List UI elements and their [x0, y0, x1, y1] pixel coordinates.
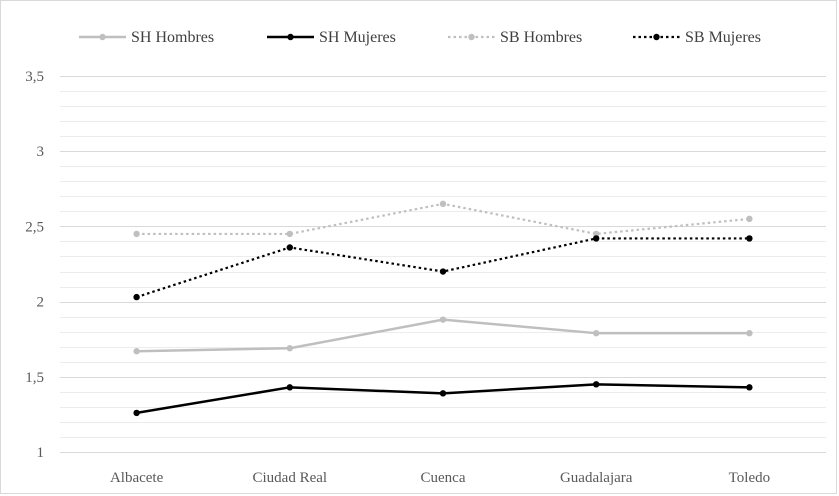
data-point: [286, 345, 293, 352]
y-tick-label: 2,5: [25, 219, 44, 235]
y-tick-label: 2: [37, 295, 45, 311]
data-point: [286, 384, 293, 391]
x-tick-label: Guadalajara: [560, 470, 633, 486]
legend-swatch-marker: [468, 33, 475, 41]
legend-label: SH Hombres: [131, 29, 214, 46]
data-point: [593, 329, 600, 337]
data-point: [439, 390, 447, 397]
data-point: [439, 268, 447, 275]
data-point: [286, 230, 293, 238]
x-tick-label: Albacete: [110, 470, 164, 486]
legend-entry: SB Mujeres: [633, 29, 761, 46]
series-line: [136, 318, 750, 353]
legend-entry: SH Mujeres: [267, 29, 396, 46]
y-tick-label: 1: [37, 445, 45, 461]
y-tick-label: 1,5: [25, 370, 44, 386]
series-line: [136, 237, 750, 299]
x-axis-ticks: Albacete Ciudad Real Cuenca Guadalajara Tole…: [110, 470, 770, 486]
series-line: [136, 383, 750, 415]
data-point: [133, 348, 140, 355]
legend-label: SB Hombres: [500, 29, 582, 46]
x-tick-label: Cuenca: [421, 470, 466, 486]
x-tick-label: Toledo: [729, 470, 770, 486]
legend-swatch-marker: [287, 33, 294, 41]
data-point: [133, 409, 140, 417]
data-point: [133, 230, 140, 238]
legend-swatch-marker: [653, 33, 660, 41]
data-point: [746, 384, 753, 391]
y-tick-label: 3: [37, 144, 45, 160]
data-point: [286, 244, 293, 251]
legend-label: SH Mujeres: [319, 29, 396, 46]
data-point: [746, 215, 753, 223]
data-point: [593, 235, 600, 242]
legend: SH Hombres SH Mujeres SB Hombres SB Mujeres: [79, 29, 761, 46]
data-point: [746, 329, 753, 337]
y-axis-ticks: 1 1,5 2 2,5 3 3,5: [25, 69, 44, 461]
data-point: [593, 230, 600, 238]
series-sh-hombres: [133, 316, 753, 355]
data-point: [439, 200, 447, 208]
y-tick-label: 3,5: [25, 69, 44, 85]
data-point: [439, 316, 447, 323]
series-sh-mujeres: [133, 381, 753, 417]
legend-label: SB Mujeres: [685, 29, 761, 46]
legend-swatch-marker: [99, 33, 106, 41]
data-point: [133, 293, 140, 301]
series-sb-mujeres: [133, 235, 753, 301]
data-point: [593, 381, 600, 388]
series-sb-hombres: [133, 200, 753, 238]
series-line: [136, 202, 750, 236]
legend-entry: SH Hombres: [79, 29, 214, 46]
data-point: [746, 235, 753, 242]
series-lines: [133, 200, 753, 417]
legend-entry: SB Hombres: [448, 29, 582, 46]
x-tick-label: Ciudad Real: [253, 470, 328, 486]
